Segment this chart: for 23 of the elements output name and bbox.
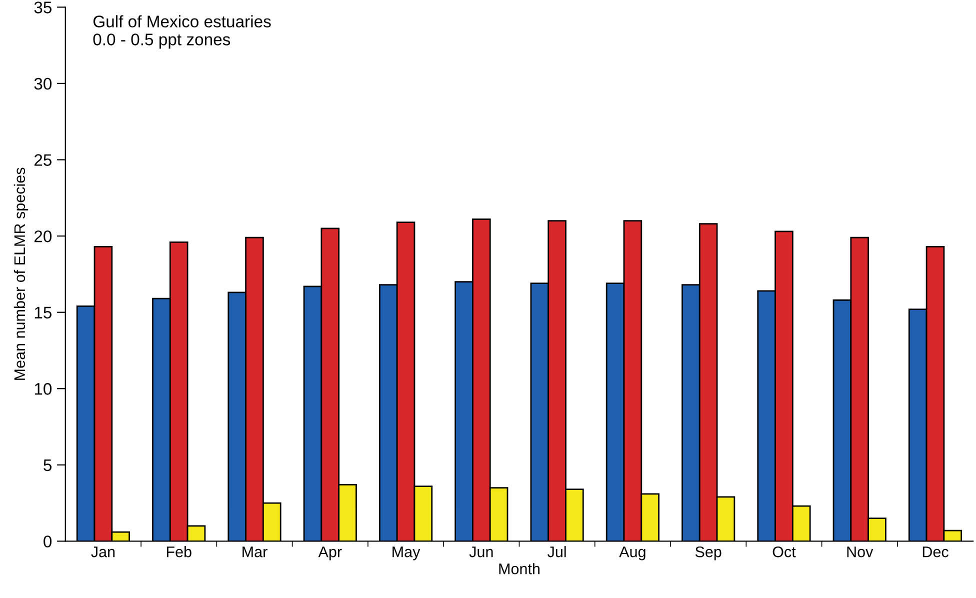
x-tick-label: Jan — [91, 546, 115, 558]
y-tick-label: 35 — [34, 2, 52, 14]
x-axis-title: Month — [499, 563, 540, 574]
x-tick-label: Apr — [318, 546, 342, 560]
x-tick-label: Dec — [922, 546, 948, 558]
x-tick-label: Mar — [242, 546, 268, 558]
annotation: Gulf of Mexico estuaries 0.0 - 0.5 ppt zones — [93, 15, 271, 49]
y-tick-label: 20 — [34, 230, 52, 242]
x-tick-label: Oct — [772, 546, 796, 558]
x-tick-label: Sep — [695, 546, 722, 560]
y-tick-label: 25 — [34, 154, 52, 166]
y-tick-label: 30 — [34, 78, 52, 90]
y-tick-label: 5 — [44, 459, 52, 472]
x-tick-label: Aug — [619, 546, 646, 560]
x-tick-label: May — [392, 546, 420, 560]
y-tick-label: 0 — [44, 536, 52, 548]
y-tick-label: 15 — [34, 306, 52, 319]
y-tick-label: 10 — [34, 383, 52, 395]
x-tick-label: Nov — [847, 546, 874, 558]
x-tick-label: Jun — [469, 546, 493, 558]
x-tick-label: Jul — [548, 546, 566, 558]
y-axis-title: Mean number of ELMR species — [14, 168, 28, 380]
x-tick-label: Feb — [166, 546, 192, 558]
